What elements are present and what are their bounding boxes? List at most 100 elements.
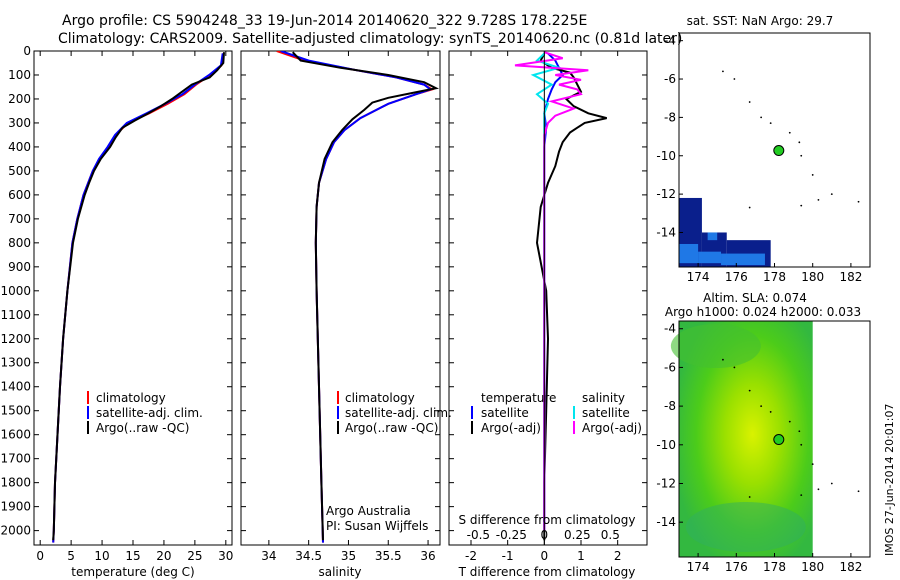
y-tick-label: 1800 <box>0 476 31 490</box>
temperature-chart: 0 5 10 15 20 25 300100200300400500600700800900… <box>0 44 233 563</box>
legend-t-argo: Argo(-adj) <box>481 421 541 435</box>
argo-position-marker <box>773 145 785 157</box>
x-tick-label: 20 <box>156 549 171 563</box>
map-y-tick-label: -6 <box>664 72 676 86</box>
map-y-tick-label: -12 <box>656 187 676 201</box>
sla-patch <box>670 324 761 368</box>
legend-argo: Argo(..raw -QC) <box>96 421 189 435</box>
s-tick-label: -0.25 <box>496 528 527 542</box>
y-tick-label: 1500 <box>0 404 31 418</box>
argo-position-marker <box>773 434 785 446</box>
map-y-tick-label: -4 <box>664 34 676 48</box>
legend-t-satellite: satellite <box>481 406 529 420</box>
map-y-tick-label: -8 <box>664 110 676 124</box>
salinity-panel-frame <box>240 50 441 546</box>
x-tick-label: 35 <box>341 549 356 563</box>
island-dot <box>817 198 820 201</box>
legend-temperature-heading: temperature <box>481 391 556 405</box>
temperature-xlabel: temperature (deg C) <box>71 565 194 579</box>
series-satellite-adj-clim <box>280 51 433 543</box>
y-tick-label: 1100 <box>0 308 31 322</box>
y-tick-label: 300 <box>8 116 31 130</box>
x-tick-label: 0 <box>36 549 44 563</box>
y-tick-label: 500 <box>8 164 31 178</box>
sst-cell <box>679 243 699 264</box>
salinity-chart: 34 34.5 35 35.5 36 <box>241 50 440 563</box>
y-tick-label: 700 <box>8 212 31 226</box>
island-dot <box>798 430 801 433</box>
map-x-tick-label: 178 <box>763 270 786 284</box>
legend-satellite: satellite-adj. clim. <box>96 406 203 420</box>
island-dot <box>748 496 751 498</box>
sla-map: 174 176 178 180 182 -4 -6 -8 -10 -12 -14 <box>656 321 862 574</box>
island-dot <box>788 131 791 134</box>
legend-salinity-heading: salinity <box>582 391 625 405</box>
x-tick-label: 5 <box>67 549 75 563</box>
island-dot <box>760 116 763 119</box>
x-tick-label: 35.5 <box>375 549 402 563</box>
sst-cell <box>707 232 718 241</box>
x-tick-label: 10 <box>94 549 109 563</box>
difference-legend: temperature satellite Argo(-adj) salinit… <box>471 391 642 435</box>
pi-label: PI: Susan Wijffels <box>326 519 428 533</box>
map-y-tick-label: -10 <box>656 438 676 452</box>
y-tick-label: 1900 <box>0 500 31 514</box>
y-tick-label: 1000 <box>0 284 31 298</box>
argo-australia-label: Argo Australia <box>326 504 411 518</box>
temperature-legend: climatology satellite-adj. clim. Argo(..… <box>87 391 203 435</box>
island-dot <box>722 358 724 361</box>
y-tick-label: 800 <box>8 236 31 250</box>
x-tick-label: 15 <box>125 549 140 563</box>
island-dot <box>800 494 803 496</box>
map-x-tick-label: 174 <box>687 560 710 574</box>
map-y-tick-label: -14 <box>656 225 676 239</box>
map-y-tick-label: -12 <box>656 476 676 490</box>
x-tick-label: 34.5 <box>295 549 322 563</box>
y-tick-label: 900 <box>8 260 31 274</box>
sla-map-frame <box>678 320 871 558</box>
island-dot <box>748 389 751 392</box>
island-dot <box>733 366 736 369</box>
series-climatology <box>52 53 225 543</box>
title-line-2: Climatology: CARS2009. Satellite-adjuste… <box>58 31 682 47</box>
series-t-argo-adj <box>535 52 607 541</box>
difference-chart: -2 -1 0 1 2 -0.5 -0.25 0 0.25 0.5 <box>449 50 647 563</box>
series-s-argo-adj <box>514 51 589 531</box>
map-x-tick-label: 176 <box>725 560 748 574</box>
y-tick-label: 100 <box>8 68 31 82</box>
sla-map-title-2: Argo h1000: 0.024 h2000: 0.033 <box>665 305 861 319</box>
island-dot <box>788 420 791 423</box>
sst-map-title: sat. SST: NaN Argo: 29.7 <box>687 14 834 28</box>
s-tick-label: 0 <box>541 528 549 542</box>
island-dot <box>769 411 772 413</box>
s-diff-xlabel: S difference from climatology <box>459 513 636 527</box>
island-dot <box>811 174 814 176</box>
island-dot <box>830 482 833 485</box>
t-diff-xlabel: T difference from climatology <box>458 565 636 579</box>
x-tick-label: 25 <box>187 549 202 563</box>
island-dot <box>817 488 820 491</box>
y-tick-label: 1300 <box>0 356 31 370</box>
x-tick-label: 0 <box>541 549 549 563</box>
x-tick-label: 2 <box>614 549 622 563</box>
y-tick-label: 1200 <box>0 332 31 346</box>
s-tick-label: 0.25 <box>564 528 591 542</box>
map-y-tick-label: -6 <box>664 360 676 374</box>
island-dot <box>748 101 751 103</box>
series-argo-raw-qc <box>52 52 225 541</box>
island-dot <box>733 78 736 80</box>
sst-cell <box>698 251 722 264</box>
map-x-tick-label: 180 <box>801 560 824 574</box>
island-dot <box>830 193 833 196</box>
x-tick-label: 34 <box>261 549 276 563</box>
map-x-tick-label: 178 <box>763 560 786 574</box>
map-y-tick-label: -4 <box>664 322 676 336</box>
temperature-panel-frame <box>33 50 233 546</box>
series-satellite-adj-clim <box>52 53 224 543</box>
island-dot <box>800 443 803 446</box>
island-dot <box>798 141 801 144</box>
x-tick-label: -1 <box>502 549 514 563</box>
y-tick-label: 600 <box>8 188 31 202</box>
island-dot <box>800 154 803 157</box>
y-tick-label: 1400 <box>0 380 31 394</box>
